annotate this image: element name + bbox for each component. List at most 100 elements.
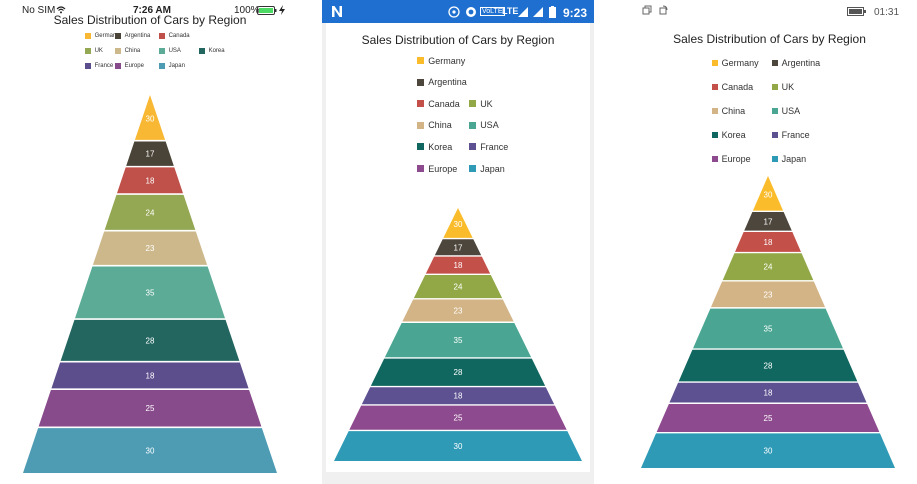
legend-label: China: [428, 120, 452, 131]
legend-label: Argentina: [124, 33, 151, 39]
legend-label: France: [94, 63, 114, 69]
legend-label: UK: [94, 48, 103, 54]
data-label-argentina: 17: [146, 150, 155, 159]
legend-item-argentina[interactable]: Argentina: [772, 58, 820, 68]
pyramid-segment-germany: [752, 176, 784, 211]
lock-rotation-icon: [659, 5, 668, 15]
legend-swatch: [417, 143, 424, 151]
legend-label: Korea: [721, 129, 746, 140]
pyramid-segment-china: [92, 231, 208, 265]
legend-item-france[interactable]: France: [85, 63, 113, 69]
legend-label: Canada: [721, 81, 754, 92]
legend-item-france[interactable]: France: [469, 142, 508, 152]
legend-item-canada[interactable]: Canada: [712, 82, 753, 92]
data-label-korea: 28: [454, 368, 463, 377]
n-logo-icon: [332, 6, 342, 17]
battery-icon: [549, 6, 556, 18]
legend-label: Canada: [168, 33, 190, 39]
status-time: 9:23: [563, 6, 588, 20]
pyramid-segment-europe: [656, 403, 880, 432]
data-label-france: 18: [146, 371, 155, 380]
charging-icon: [279, 5, 285, 15]
data-label-europe: 25: [146, 404, 155, 413]
legend-item-china[interactable]: China: [115, 48, 140, 54]
legend-item-korea[interactable]: Korea: [712, 130, 746, 140]
legend-item-canada[interactable]: Canada: [159, 33, 190, 39]
lte-text: LTE: [502, 6, 519, 16]
pyramid-segment-canada: [735, 232, 801, 252]
legend-swatch: [85, 33, 91, 39]
legend-item-canada[interactable]: Canada: [417, 99, 460, 109]
battery-percent: 100%: [234, 5, 260, 16]
data-label-japan: 30: [764, 447, 773, 456]
legend-swatch: [772, 131, 778, 138]
legend-item-japan[interactable]: Japan: [159, 63, 185, 69]
legend-swatch: [469, 100, 476, 108]
legend-item-usa[interactable]: USA: [469, 120, 499, 130]
legend-swatch: [772, 83, 778, 90]
data-label-uk: 24: [454, 283, 463, 292]
ios-phone-panel: No SIM 7:26 AM 100% Sales Distribution o…: [0, 0, 300, 484]
legend-item-usa[interactable]: USA: [772, 106, 800, 116]
legend-swatch: [417, 121, 424, 129]
data-label-france: 18: [454, 392, 463, 401]
legend-item-europe[interactable]: Europe: [417, 164, 457, 174]
signal-icon: [518, 7, 528, 17]
legend-label: Japan: [480, 163, 505, 174]
legend-swatch: [85, 63, 91, 69]
legend-item-uk[interactable]: UK: [772, 82, 794, 92]
legend-item-argentina[interactable]: Argentina: [115, 33, 150, 39]
chart-title: Sales Distribution of Cars by Region: [361, 33, 555, 47]
legend-label: China: [124, 48, 141, 54]
legend-label: Japan: [781, 153, 807, 164]
windows-status-bar: 01:31: [622, 0, 917, 20]
legend-item-uk[interactable]: UK: [85, 48, 103, 54]
legend-label: China: [721, 105, 746, 116]
data-label-korea: 28: [146, 336, 155, 345]
legend-swatch: [469, 143, 476, 151]
legend-item-uk[interactable]: UK: [469, 99, 493, 109]
chart-title: Sales Distribution of Cars by Region: [53, 13, 247, 27]
data-label-canada: 18: [454, 261, 463, 270]
legend-swatch: [159, 48, 165, 54]
legend-item-usa[interactable]: USA: [159, 48, 181, 54]
legend-item-korea[interactable]: Korea: [417, 142, 452, 152]
pyramid-chart: 30 17 18 24 23 35 28 18 25 30: [641, 176, 895, 468]
pyramid-segment-germany: [134, 95, 166, 140]
pyramid-segment-uk: [104, 194, 196, 230]
data-label-japan: 30: [146, 447, 155, 456]
legend-item-europe[interactable]: Europe: [115, 63, 144, 69]
legend-item-argentina[interactable]: Argentina: [417, 77, 467, 87]
legend-label: Korea: [208, 48, 225, 54]
legend-item-germany[interactable]: Germany: [417, 56, 465, 66]
data-label-korea: 28: [764, 362, 773, 371]
legend-swatch: [772, 59, 778, 66]
data-label-canada: 18: [146, 176, 155, 185]
legend-item-germany[interactable]: Germany: [85, 33, 119, 39]
legend-item-japan[interactable]: Japan: [469, 164, 505, 174]
legend-label: Europe: [721, 153, 751, 164]
legend-item-korea[interactable]: Korea: [199, 48, 225, 54]
legend-item-france[interactable]: France: [772, 130, 810, 140]
pyramid-segment-germany: [443, 208, 473, 238]
legend-item-china[interactable]: China: [417, 120, 452, 130]
data-label-europe: 25: [454, 414, 463, 423]
data-label-usa: 35: [454, 336, 463, 345]
legend-label: France: [781, 129, 810, 140]
status-time: 7:26 AM: [133, 5, 171, 16]
legend-swatch: [115, 48, 121, 54]
legend-item-japan[interactable]: Japan: [772, 154, 806, 164]
legend-item-china[interactable]: China: [712, 106, 745, 116]
legend-item-europe[interactable]: Europe: [712, 154, 751, 164]
legend-swatch: [469, 165, 476, 172]
notification-icon: [642, 5, 652, 15]
legend-label: Germany: [428, 55, 466, 66]
legend-label: Argentina: [781, 57, 821, 68]
legend-label: Germany: [94, 33, 120, 39]
legend-swatch: [417, 100, 424, 108]
legend-item-germany[interactable]: Germany: [712, 58, 759, 68]
pyramid-segment-argentina: [434, 239, 482, 256]
pyramid-segment-korea: [678, 349, 858, 382]
signal-icon-2: [533, 7, 543, 17]
legend-swatch: [199, 48, 205, 54]
